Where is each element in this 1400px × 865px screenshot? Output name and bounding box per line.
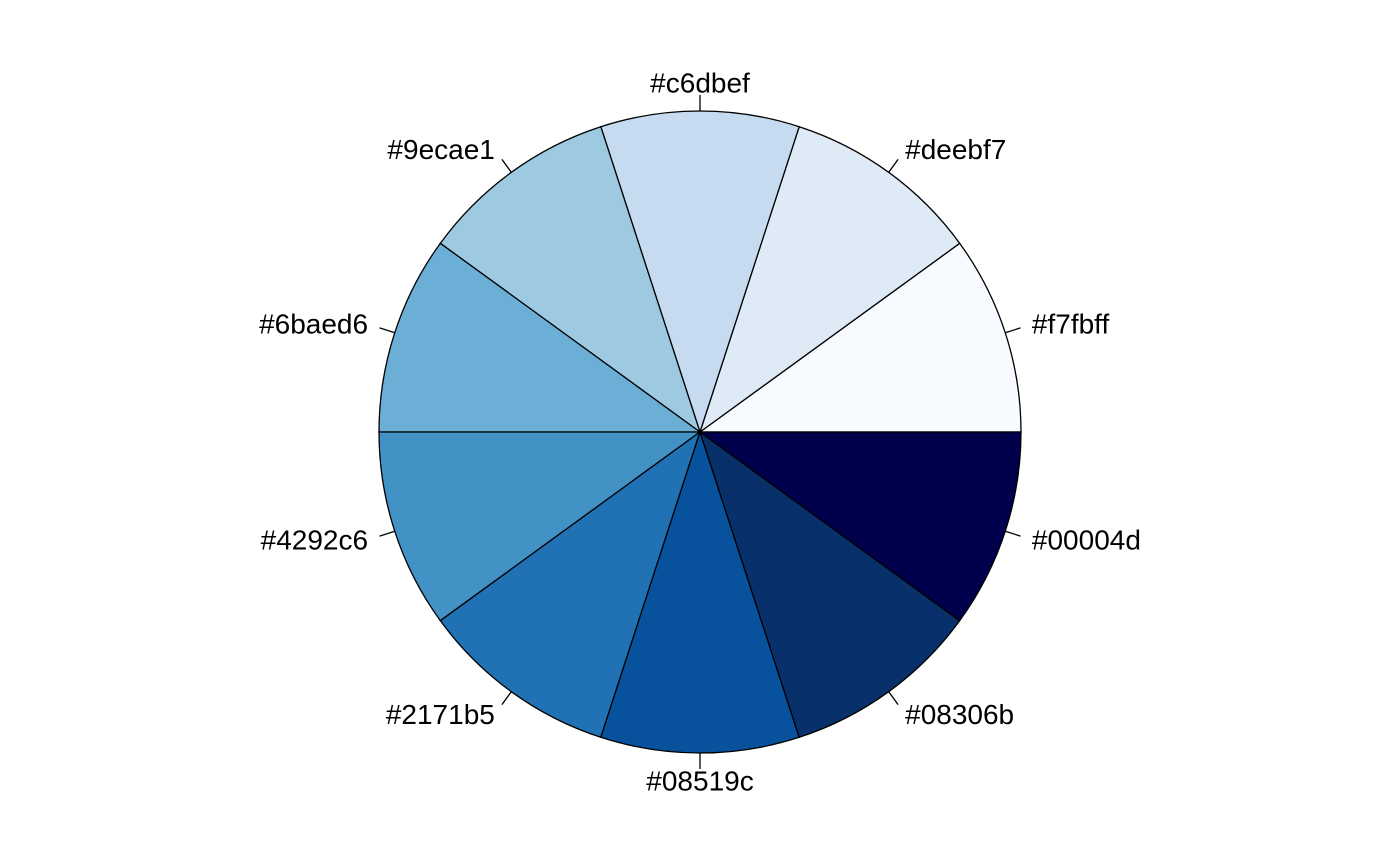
slice-label: #2171b5 <box>386 699 495 730</box>
pie-slice-2171b5 <box>439 430 702 739</box>
pie-slice-9ecae1 <box>439 125 702 434</box>
pie-slice-00004d <box>697 431 1022 622</box>
slice-label: #08306b <box>905 699 1014 730</box>
slice-label: #08519c <box>646 766 753 797</box>
slice-label: #4292c6 <box>261 524 368 555</box>
slice-label: #c6dbef <box>650 68 750 99</box>
label-tick <box>379 327 395 334</box>
slice-label: #6baed6 <box>259 309 368 340</box>
pie-slice-08519c <box>599 429 801 754</box>
label-tick <box>888 158 899 173</box>
label-ticks <box>379 95 1021 769</box>
label-tick <box>501 691 512 706</box>
label-tick <box>888 691 899 706</box>
pie-slice-6baed6 <box>378 242 703 433</box>
pie-slice-f7fbff <box>697 242 1022 433</box>
slice-label: #9ecae1 <box>387 134 494 165</box>
pie-slice-4292c6 <box>378 431 703 622</box>
label-tick <box>501 158 512 173</box>
pie-slice-08306b <box>698 430 961 739</box>
label-tick <box>379 530 395 537</box>
slice-label: #f7fbff <box>1032 309 1110 340</box>
label-tick <box>1005 327 1021 334</box>
pie-slice-c6dbef <box>599 110 801 435</box>
label-tick <box>1005 530 1021 537</box>
slice-labels: #f7fbff #deebf7 #c6dbef #9ecae1 #6baed6 #4292… <box>259 68 1141 797</box>
slice-label: #deebf7 <box>905 134 1006 165</box>
slice-label: #00004d <box>1032 524 1141 555</box>
pie-slice-deebf7 <box>698 125 961 434</box>
pie-slices <box>378 110 1022 754</box>
